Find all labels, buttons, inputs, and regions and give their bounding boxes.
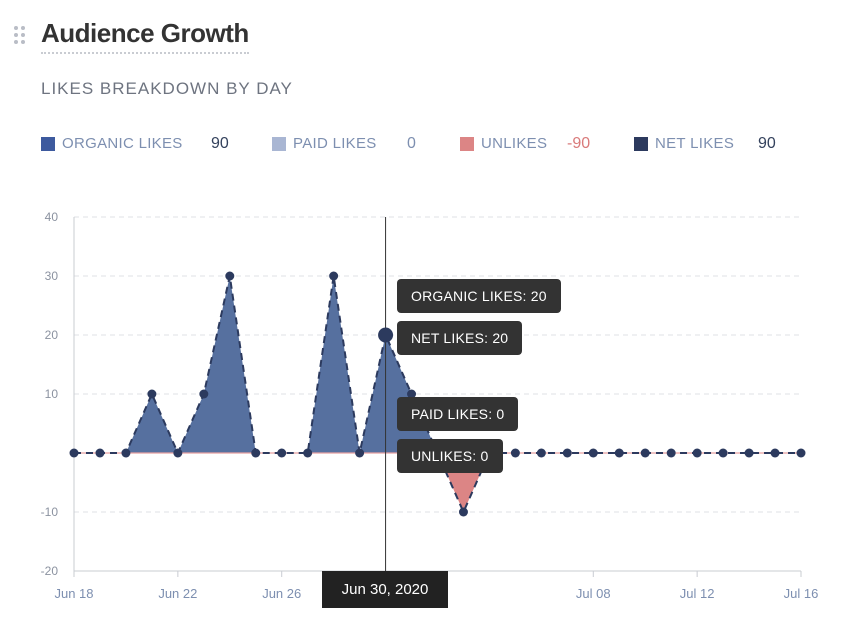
y-tick-label: -10 — [41, 505, 59, 519]
legend-value-unlikes: -90 — [567, 135, 591, 152]
x-tick-label: Jul 08 — [576, 586, 611, 601]
legend-value-net: 90 — [758, 135, 776, 152]
x-tick-label: Jun 18 — [54, 586, 93, 601]
tooltip-unlikes-label: UNLIKES: — [411, 448, 477, 464]
net-likes-point — [199, 389, 209, 399]
x-tick-label: Jul 16 — [784, 586, 819, 601]
net-likes-point — [173, 448, 183, 458]
tooltip-organic-value: 20 — [530, 288, 547, 304]
legend-item-unlikes[interactable]: UNLIKES — [460, 135, 547, 152]
net-likes-point — [770, 448, 780, 458]
legend-swatch-unlikes — [460, 136, 474, 151]
y-tick-label: 10 — [45, 387, 59, 401]
net-likes-point — [718, 448, 728, 458]
net-likes-point — [796, 448, 806, 458]
net-likes-point — [536, 448, 546, 458]
tooltip-paid-label: PAID LIKES: — [411, 406, 493, 422]
legend-swatch-net — [634, 136, 648, 151]
x-tick-label: Jun 22 — [158, 586, 197, 601]
drag-handle-icon[interactable] — [14, 26, 28, 46]
net-likes-point — [407, 389, 417, 399]
legend-label-organic: ORGANIC LIKES — [62, 135, 183, 152]
net-likes-point — [458, 507, 468, 517]
y-tick-label: 40 — [45, 210, 59, 224]
y-tick-label: -20 — [41, 564, 59, 578]
net-likes-point — [95, 448, 105, 458]
chart-subtitle: LIKES BREAKDOWN BY DAY — [41, 79, 293, 98]
net-likes-point — [355, 448, 365, 458]
tooltip-unlikes-value: 0 — [480, 448, 489, 464]
legend-value-paid: 0 — [407, 135, 416, 152]
tooltip-net-label: NET LIKES: — [411, 330, 489, 346]
net-likes-point — [147, 389, 157, 399]
legend-value-organic: 90 — [211, 135, 229, 152]
net-likes-point — [69, 448, 79, 458]
widget-title: Audience Growth — [41, 18, 249, 54]
y-tick-label: 30 — [45, 269, 59, 283]
net-likes-point — [251, 448, 261, 458]
net-likes-point — [640, 448, 650, 458]
tooltip-unlikes: UNLIKES: 0 — [397, 439, 503, 473]
x-tick-label: Jul 12 — [680, 586, 715, 601]
tooltip-paid-likes: PAID LIKES: 0 — [397, 397, 519, 431]
net-likes-point — [225, 271, 235, 281]
tooltip-date: Jun 30, 2020 — [322, 571, 448, 608]
legend-swatch-paid — [272, 136, 286, 151]
net-likes-point — [692, 448, 702, 458]
legend-label-unlikes: UNLIKES — [481, 135, 548, 152]
legend-swatch-organic — [41, 136, 55, 151]
net-likes-point — [562, 448, 572, 458]
net-likes-point — [744, 448, 754, 458]
tooltip-net-likes: NET LIKES: 20 — [397, 321, 523, 355]
chart-legend: ORGANIC LIKES 90 PAID LIKES 0 UNLIKES -9… — [0, 135, 846, 157]
x-tick-label: Jun 26 — [262, 586, 301, 601]
net-likes-point — [614, 448, 624, 458]
legend-label-net: NET LIKES — [655, 135, 735, 152]
legend-item-net-likes[interactable]: NET LIKES — [634, 135, 734, 152]
tooltip-organic-label: ORGANIC LIKES: — [411, 288, 527, 304]
legend-item-paid-likes[interactable]: PAID LIKES — [272, 135, 377, 152]
tooltip-net-value: 20 — [492, 330, 509, 346]
tooltip-organic-likes: ORGANIC LIKES: 20 — [397, 279, 561, 313]
net-likes-point — [666, 448, 676, 458]
y-tick-label: 20 — [45, 328, 59, 342]
net-likes-point — [277, 448, 287, 458]
tooltip-paid-value: 0 — [496, 406, 505, 422]
net-likes-point — [378, 327, 394, 343]
net-likes-point — [329, 271, 339, 281]
net-likes-point — [121, 448, 131, 458]
net-likes-point — [588, 448, 598, 458]
net-likes-point — [303, 448, 313, 458]
legend-item-organic-likes[interactable]: ORGANIC LIKES — [41, 135, 183, 152]
net-likes-point — [510, 448, 520, 458]
series-organic-area — [74, 276, 801, 453]
legend-label-paid: PAID LIKES — [293, 135, 377, 152]
